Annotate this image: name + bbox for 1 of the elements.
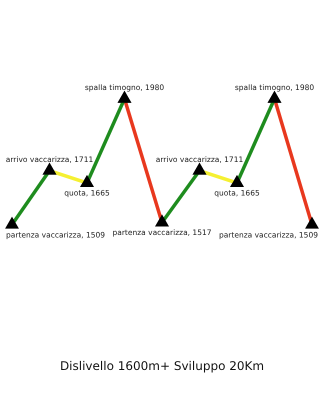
text: Dislivello 1600m+ Sviluppo 20Km	[60, 358, 264, 373]
